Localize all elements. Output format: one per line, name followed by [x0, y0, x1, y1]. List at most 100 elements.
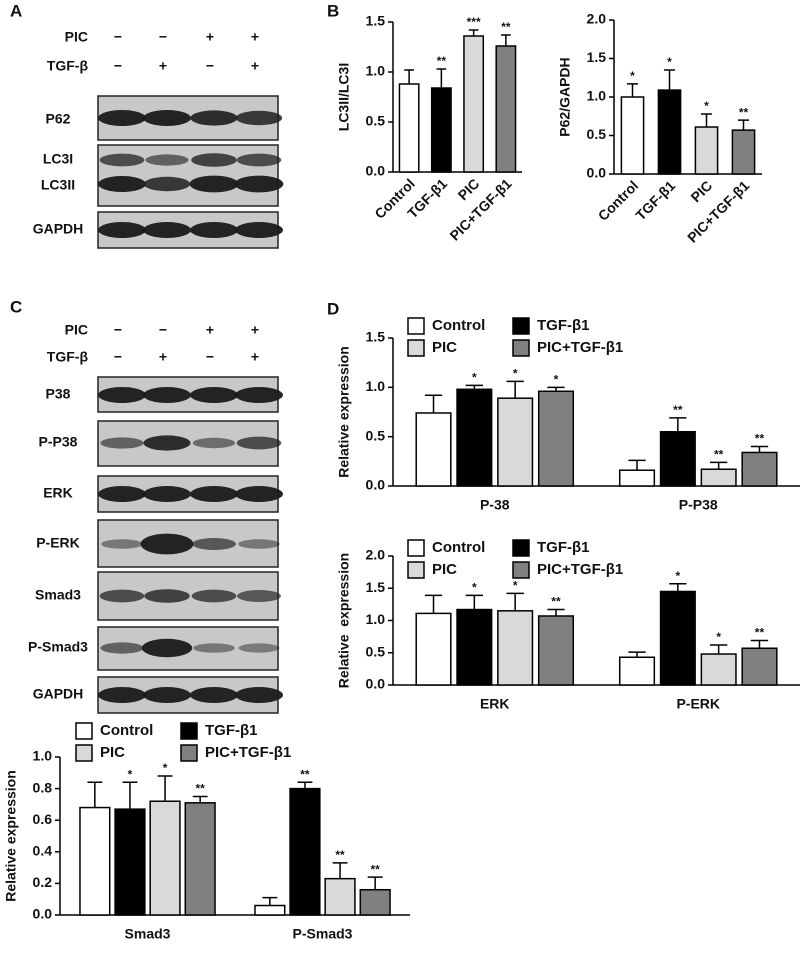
y-tick-label: 0.5: [587, 126, 607, 142]
blot-band: [98, 687, 146, 703]
y-tick-label: 0.0: [587, 165, 607, 181]
error-bar: [669, 582, 687, 592]
blot-band: [235, 222, 283, 238]
significance: **: [501, 20, 511, 34]
band-label: P-P38: [39, 434, 78, 450]
blot-band: [190, 110, 238, 126]
y-tick-label: 2.0: [366, 547, 386, 563]
blot-band: [236, 153, 282, 167]
legend-label: PIC: [432, 561, 457, 578]
error-bar: [628, 459, 646, 471]
condition-sign: +: [251, 322, 259, 338]
condition-sign: +: [159, 349, 167, 365]
significance: *: [163, 761, 168, 775]
y-tick-label: 1.5: [366, 579, 386, 595]
blot-band: [140, 533, 194, 555]
y-tick-label: 0.6: [33, 811, 53, 827]
x-tick-label: P-Smad3: [293, 926, 353, 942]
x-tick-label: PIC: [455, 175, 483, 203]
significance: *: [554, 373, 559, 387]
blot-band: [190, 222, 238, 238]
bar: [359, 888, 391, 916]
significance: **: [370, 862, 380, 876]
condition-sign: −: [206, 349, 214, 365]
blot-band: [189, 175, 239, 193]
y-axis-label: Relative expression: [336, 346, 352, 478]
error-bar: [424, 594, 443, 614]
condition-sign: −: [206, 58, 214, 74]
blot-band: [145, 154, 189, 166]
legend-swatch: [512, 317, 530, 335]
condition-sign: +: [206, 322, 214, 338]
blot-band: [98, 110, 146, 126]
bar: [659, 430, 696, 487]
legend-label: Control: [432, 539, 485, 556]
bar: [731, 129, 756, 175]
significance: **: [755, 626, 765, 640]
bar: [497, 610, 534, 686]
blot-band: [235, 687, 283, 703]
blot-band: [236, 436, 282, 450]
error-bar: [122, 781, 138, 810]
bar: [415, 612, 452, 686]
y-tick-label: 0.5: [366, 643, 386, 659]
blot-band: [143, 486, 191, 502]
error-bar: [710, 644, 728, 655]
bar: [254, 904, 286, 916]
bar: [657, 89, 682, 175]
blot-band: [235, 110, 283, 126]
significance: **: [195, 782, 205, 796]
blot-band: [141, 638, 193, 658]
blot-band: [193, 643, 235, 653]
blot-band: [98, 387, 146, 403]
condition-sign: +: [251, 349, 259, 365]
error-bar: [506, 380, 524, 399]
blot-band: [143, 222, 191, 238]
bar: [324, 877, 356, 916]
bar: [537, 390, 575, 487]
blot-band: [98, 486, 146, 502]
error-bar: [192, 795, 208, 803]
blot-band: [191, 589, 237, 603]
bar: [700, 653, 737, 686]
significance: **: [551, 595, 561, 609]
legend-label: TGF-β1: [537, 317, 590, 334]
error-bar: [737, 119, 750, 131]
y-tick-label: 0.4: [33, 843, 53, 859]
significance: *: [716, 630, 721, 644]
band-label: P-Smad3: [28, 639, 88, 655]
significance: **: [714, 447, 724, 461]
significance: *: [513, 367, 518, 381]
significance: ***: [467, 15, 481, 29]
legend-swatch: [75, 722, 93, 740]
condition-sign: −: [159, 29, 167, 45]
x-tick-label: TGF-β1: [632, 177, 678, 223]
band-label: P38: [46, 386, 71, 402]
blot-band: [101, 539, 143, 549]
significance: **: [437, 54, 447, 68]
error-bar: [404, 69, 414, 84]
blot-band: [98, 176, 146, 192]
condition-sign: +: [159, 58, 167, 74]
y-tick-label: 1.5: [366, 13, 386, 29]
significance: *: [128, 767, 133, 781]
blot-band: [190, 687, 238, 703]
x-tick-label: P-P38: [679, 497, 718, 513]
bar: [700, 468, 737, 487]
condition-label: PIC: [65, 322, 88, 338]
significance: *: [704, 99, 709, 113]
legend-swatch: [75, 744, 93, 762]
y-tick-label: 0.2: [33, 874, 53, 890]
bar: [415, 412, 452, 487]
panel-label: A: [10, 1, 22, 20]
error-bar: [367, 876, 383, 890]
band-label: GAPDH: [33, 686, 84, 702]
bar: [456, 388, 493, 487]
y-axis-label: LC3II/LC3I: [336, 63, 352, 131]
condition-sign: −: [114, 58, 122, 74]
blot-band: [144, 589, 190, 603]
legend-label: PIC+TGF-β1: [537, 339, 623, 356]
y-tick-label: 1.5: [366, 329, 386, 345]
error-bar: [547, 608, 565, 616]
